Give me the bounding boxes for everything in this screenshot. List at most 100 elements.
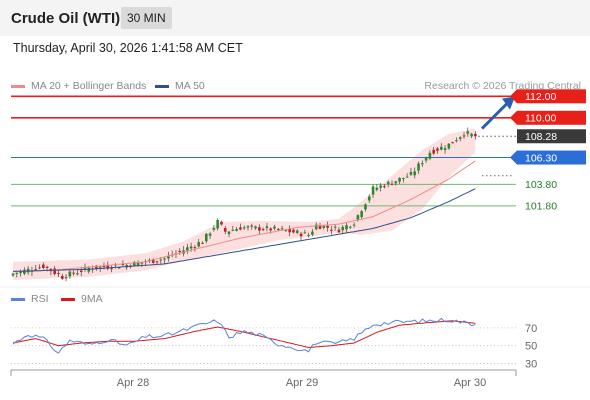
candle-body: [220, 221, 223, 225]
candle-body: [189, 246, 193, 249]
candle-body: [398, 177, 401, 182]
level-label-110.00: 110.00: [525, 113, 556, 125]
candle-body: [413, 171, 417, 176]
candle-body: [451, 142, 454, 144]
candle-body: [455, 140, 458, 142]
candle-body: [364, 204, 367, 210]
candle-body: [333, 226, 337, 228]
candle-body: [360, 211, 363, 218]
candle-body: [318, 225, 322, 229]
x-tick-label: Apr 30: [454, 377, 486, 389]
ma9-label: 9MA: [81, 293, 103, 305]
candle-body: [447, 143, 451, 149]
forecast-arrow-shaft: [480, 102, 509, 130]
candle-body: [42, 264, 45, 268]
chart-header: Crude Oil (WTI) 30 MIN: [0, 0, 590, 36]
candle-body: [186, 247, 189, 251]
candle-body: [254, 226, 257, 229]
level-label-103.80: 103.80: [525, 179, 557, 191]
x-tick-label: Apr 28: [117, 377, 149, 389]
candle-body: [64, 277, 68, 279]
bollinger-band-area: [13, 128, 476, 280]
candle-body: [57, 272, 60, 275]
candle-body: [295, 230, 299, 233]
candle-body: [11, 273, 15, 276]
candle-body: [299, 233, 303, 237]
candle-body: [432, 149, 435, 154]
legend-ma50: MA 50: [155, 80, 205, 92]
candle-body: [379, 185, 382, 188]
candle-body: [155, 261, 159, 263]
level-pointer-110.00: [510, 110, 517, 125]
period-button[interactable]: 30 MIN: [121, 7, 172, 29]
candle-body: [462, 135, 466, 137]
level-box-106.30: [517, 150, 586, 165]
candle-body: [402, 178, 405, 180]
forecast-arrow-head: [502, 96, 515, 110]
candle-body: [140, 262, 144, 264]
candle-body: [341, 226, 345, 231]
candle-body: [383, 186, 386, 188]
candle-body: [417, 163, 420, 171]
level-box-110.00: [517, 110, 586, 125]
candle-body: [79, 270, 83, 272]
rsi-label: RSI: [31, 293, 49, 305]
candle-body: [19, 271, 22, 274]
candle-body: [390, 183, 394, 185]
candle-body: [231, 229, 235, 231]
candle-body: [375, 187, 379, 190]
candle-body: [337, 229, 341, 233]
level-pointer-112.00: [510, 89, 517, 104]
rsi-ma-line: [12, 320, 476, 349]
candle-body: [424, 157, 428, 161]
candle-body: [277, 228, 280, 230]
candle-body: [45, 266, 49, 268]
legend-ma20: MA 20 + Bollinger Bands: [11, 80, 146, 92]
x-tick-label: Apr 29: [286, 377, 318, 389]
candle-body: [436, 148, 439, 151]
candle-body: [117, 267, 121, 269]
level-box-112.00: [517, 89, 586, 104]
rsi-tick-label: 50: [525, 341, 537, 353]
candle-body: [458, 137, 462, 139]
candle-body: [470, 133, 473, 137]
candle-body: [246, 226, 250, 228]
level-label-106.30: 106.30: [525, 152, 557, 164]
candle-body: [38, 267, 41, 269]
candle-body: [349, 226, 352, 228]
rsi-tick-label: 30: [525, 359, 537, 371]
candle-body: [102, 265, 106, 268]
candle-body: [76, 273, 79, 275]
candle-body: [421, 163, 424, 165]
rsi-tick-label: 70: [525, 323, 537, 335]
candle-body: [280, 228, 284, 230]
candle-body: [443, 148, 447, 151]
candle-body: [227, 231, 231, 234]
candle-body: [311, 231, 314, 235]
candle-body: [216, 220, 219, 229]
ma50-line: [12, 188, 476, 272]
candle-body: [151, 259, 155, 263]
ma20-label: MA 20 + Bollinger Bands: [31, 80, 147, 92]
candle-body: [204, 233, 208, 242]
ma20-swatch: [11, 84, 25, 88]
candle-body: [367, 196, 371, 201]
candle-body: [303, 232, 307, 234]
candle-body: [261, 229, 265, 231]
ma9-swatch: [61, 297, 75, 301]
candle-body: [292, 229, 295, 233]
candle-body: [193, 247, 197, 249]
candle-body: [239, 227, 242, 230]
candle-body: [72, 272, 75, 274]
candle-body: [250, 225, 254, 227]
candle-body: [439, 146, 443, 150]
candle-body: [159, 259, 163, 261]
ma20-line: [12, 160, 476, 272]
candle-body: [121, 264, 125, 266]
candle-body: [15, 272, 19, 274]
candle-body: [326, 225, 329, 228]
rsi-line: [12, 317, 476, 354]
candle-body: [53, 268, 56, 275]
legend-rsi: RSI: [11, 293, 49, 305]
